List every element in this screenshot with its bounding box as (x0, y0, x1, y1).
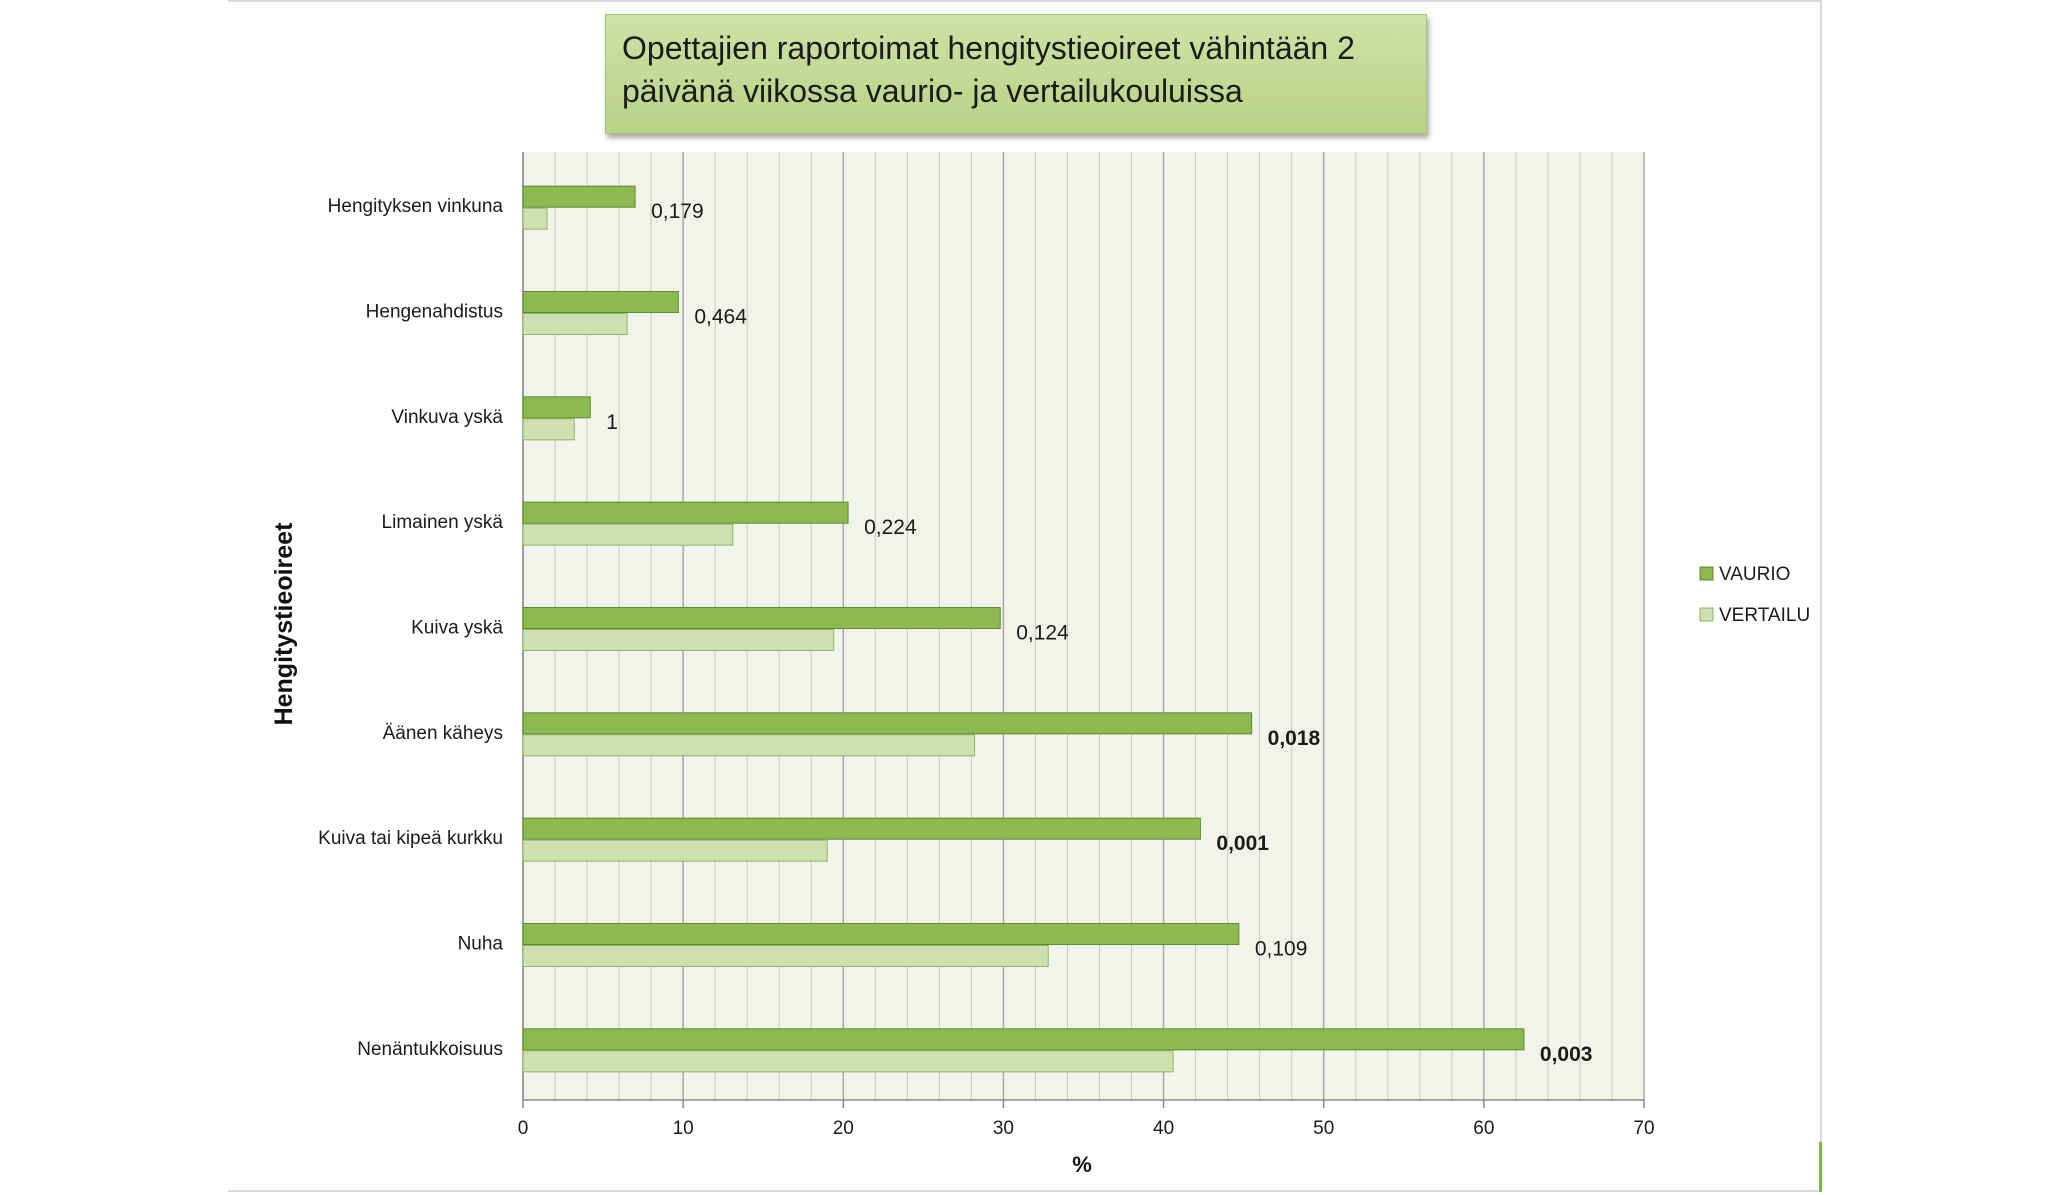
category-label: Nuha (458, 934, 504, 955)
bar-vertailu (522, 418, 575, 441)
bar-vaurio (522, 817, 1201, 840)
x-tick-label: 60 (1473, 1118, 1494, 1139)
bar-vaurio (522, 923, 1240, 945)
p-value-label: 1 (606, 411, 618, 434)
x-axis-title: % (1072, 1152, 1092, 1177)
bar-vertailu (522, 945, 1049, 967)
labels-layer: Hengityksen vinkuna 0,179 Hengenahdistus 0,… (318, 196, 1592, 1066)
bar-vaurio (522, 185, 636, 208)
chart-title-box: Opettajien raportoimat hengitystieoireet… (605, 14, 1427, 134)
category-label: Limainen yskä (382, 512, 504, 533)
legend: VAURIO VERTAILU (1699, 564, 1810, 626)
category-label: Kuiva yskä (411, 618, 503, 639)
chart-title-line-1: Opettajien raportoimat hengitystieoireet… (622, 30, 1355, 66)
bar-vertailu (522, 207, 548, 230)
x-tick-label: 0 (518, 1118, 529, 1139)
p-value-label: 0,109 (1255, 938, 1308, 961)
legend-swatch-vertailu (1699, 607, 1714, 622)
p-value-label: 0,001 (1216, 832, 1269, 855)
bar-vertailu (522, 734, 976, 757)
x-tick-label: 20 (833, 1118, 854, 1139)
chart-title-line-2: päivänä viikossa vaurio- ja vertailukoul… (622, 73, 1243, 109)
bar-vaurio (522, 501, 849, 524)
bar-vaurio (522, 1028, 1525, 1051)
legend-label-vaurio: VAURIO (1719, 564, 1790, 585)
category-label: Hengityksen vinkuna (328, 196, 504, 217)
bar-vaurio (522, 607, 1001, 629)
bar-vertailu (522, 523, 734, 546)
y-axis-title: Hengitystieoireet (270, 522, 298, 726)
bar-vaurio (522, 396, 591, 419)
p-value-label: 0,179 (651, 200, 704, 223)
x-tick-label: 50 (1313, 1118, 1334, 1139)
bar-vertailu (522, 839, 828, 862)
p-value-label: 0,003 (1540, 1043, 1593, 1066)
bar-vertailu (522, 629, 835, 651)
bars-layer (522, 185, 1525, 1073)
bar-vertailu (522, 313, 628, 335)
p-value-label: 0,464 (694, 306, 747, 329)
bar-vertailu (522, 1050, 1174, 1073)
category-label: Vinkuva yskä (391, 407, 503, 428)
category-label: Nenäntukkoisuus (357, 1039, 503, 1060)
slide-accent-bar (1819, 1142, 1822, 1192)
legend-swatch-vaurio (1699, 566, 1714, 581)
p-value-label: 0,018 (1268, 727, 1321, 750)
p-value-label: 0,224 (864, 516, 917, 539)
p-value-label: 0,124 (1016, 622, 1069, 645)
x-tick-label: 10 (673, 1118, 694, 1139)
x-tick-label: 30 (993, 1118, 1014, 1139)
bar-vaurio (522, 712, 1253, 735)
legend-label-vertailu: VERTAILU (1719, 605, 1810, 626)
x-tick-label: 40 (1153, 1118, 1174, 1139)
category-label: Kuiva tai kipeä kurkku (318, 828, 503, 849)
x-tick-label: 70 (1633, 1118, 1654, 1139)
category-label: Hengenahdistus (366, 302, 503, 323)
category-label: Äänen käheys (383, 723, 503, 744)
bar-vaurio (522, 291, 679, 313)
